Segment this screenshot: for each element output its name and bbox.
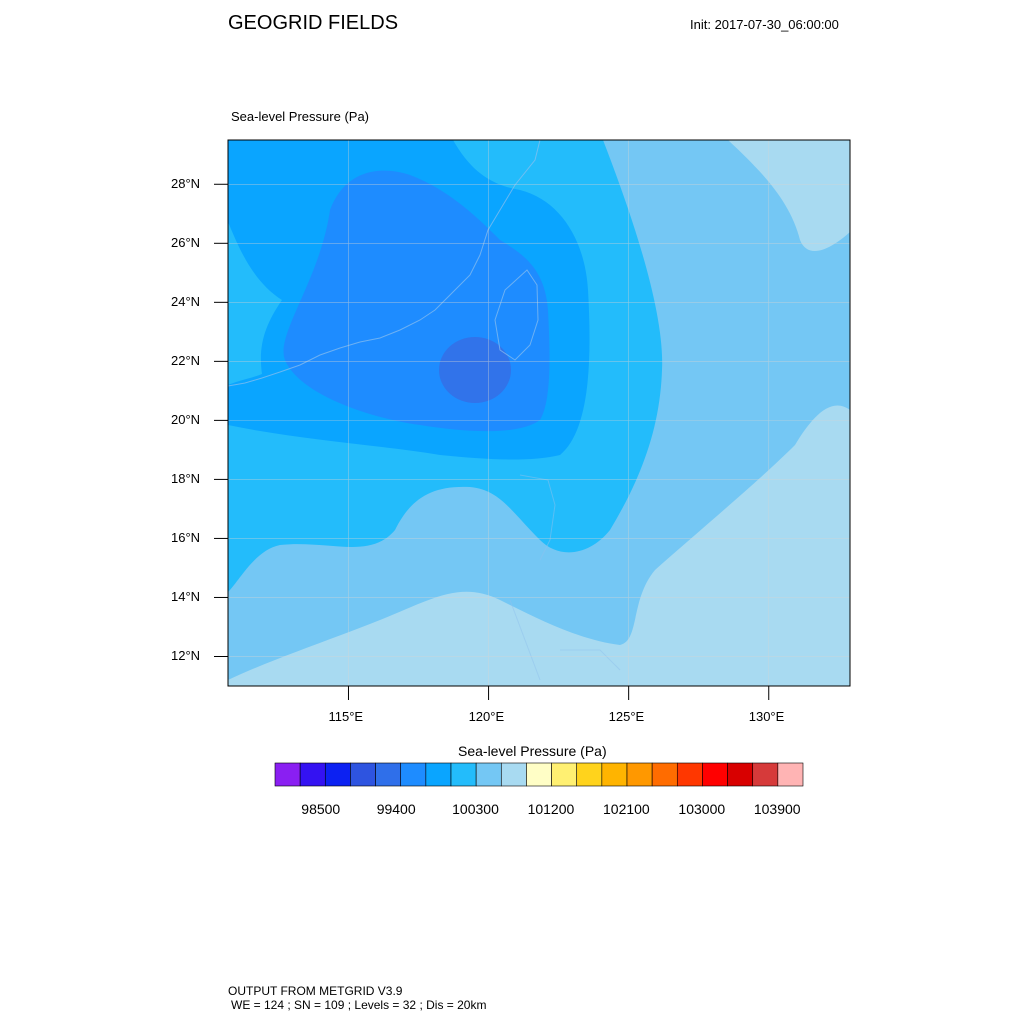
colorbar (274, 762, 804, 787)
colorbar-swatch (324, 762, 351, 787)
lon-tick-label: 120°E (468, 709, 505, 724)
lon-tick-label: 125°E (608, 709, 645, 724)
colorbar-title: Sea-level Pressure (Pa) (458, 743, 607, 759)
island-outline (494, 269, 539, 361)
lat-tick-label: 28°N (171, 176, 201, 192)
lat-tick-label: 12°N (171, 648, 201, 664)
lat-tick-label: 18°N (171, 471, 201, 487)
colorbar-tick-label: 102100 (603, 801, 650, 817)
colorbar-swatch (551, 762, 578, 787)
lat-tick-label: 20°N (171, 412, 201, 428)
colorbar-swatch (475, 762, 502, 787)
colorbar-swatch (676, 762, 703, 787)
colorbar-swatch (777, 762, 804, 787)
colorbar-swatch (576, 762, 603, 787)
map-frame (227, 139, 851, 687)
colorbar-swatch (350, 762, 376, 787)
colorbar-tick-label: 103900 (753, 801, 801, 817)
pressure-fill-lowest (439, 337, 511, 403)
colorbar-swatch (299, 762, 326, 787)
lat-tick-label: 16°N (171, 530, 201, 546)
colorbar-swatch (425, 762, 452, 787)
colorbar-swatch (626, 762, 653, 787)
footer-line-1: OUTPUT FROM METGRID V3.9 (228, 984, 403, 998)
colorbar-swatch (274, 762, 301, 787)
colorbar-swatch (752, 762, 779, 787)
lon-tick-label: 130°E (748, 709, 785, 724)
page-title: GEOGRID FIELDS (228, 12, 399, 34)
graticule (228, 140, 850, 686)
colorbar-tick-label: 99400 (376, 801, 416, 817)
axis-ticks (214, 183, 770, 700)
footer-line-2: WE = 124 ; SN = 109 ; Levels = 32 ; Dis … (231, 998, 487, 1012)
lat-tick-label: 26°N (171, 235, 201, 251)
colorbar-swatch (375, 762, 402, 787)
colorbar-swatch (526, 762, 552, 787)
colorbar-swatch (702, 762, 728, 787)
lat-tick-label: 24°N (171, 294, 201, 310)
colorbar-swatch (651, 762, 678, 787)
colorbar-tick-label: 103000 (678, 801, 726, 817)
lat-tick-label: 14°N (171, 589, 201, 605)
colorbar-tick-label: 101200 (527, 801, 575, 817)
colorbar-tick-label: 98500 (301, 801, 341, 817)
colorbar-swatch (727, 762, 754, 787)
colorbar-tick-label: 100300 (452, 801, 499, 817)
field-label: Sea-level Pressure (Pa) (231, 109, 369, 124)
init-time: Init: 2017-07-30_06:00:00 (690, 17, 839, 32)
coastline (509, 474, 621, 681)
colorbar-swatch (400, 762, 427, 787)
coastline (227, 139, 541, 387)
colorbar-swatch (601, 762, 628, 787)
colorbar-swatch (450, 762, 477, 787)
colorbar-swatch (500, 762, 527, 787)
lon-tick-label: 115°E (328, 709, 364, 724)
lat-tick-label: 22°N (171, 353, 201, 369)
